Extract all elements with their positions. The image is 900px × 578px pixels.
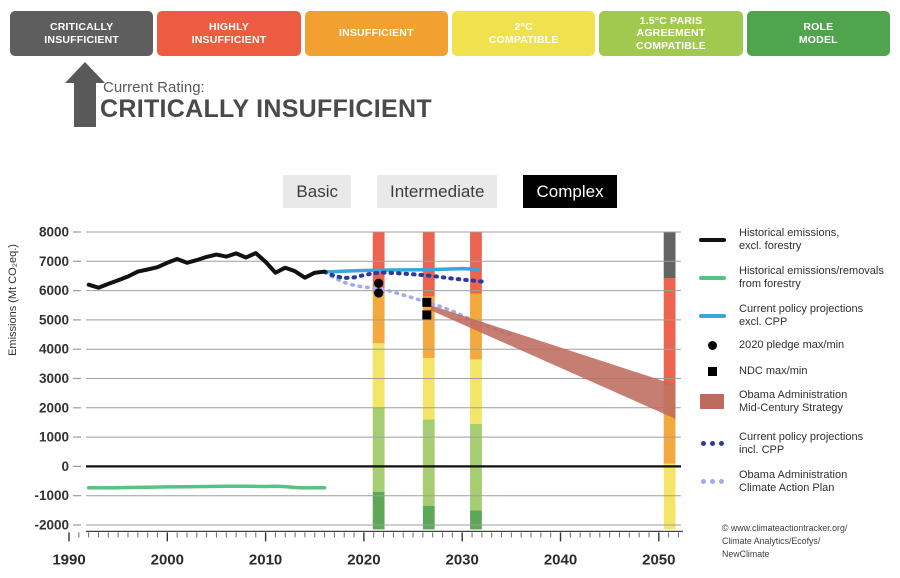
band-segment-gray xyxy=(663,232,676,279)
legend-item: Historical emissions, excl. forestry xyxy=(697,227,839,253)
y-tick-label-4000: 4000 xyxy=(39,342,69,357)
x-tick-label-2030: 2030 xyxy=(446,551,479,568)
marker-2020-pledge xyxy=(374,278,384,288)
band-segment-red xyxy=(422,232,435,297)
x-tick-label-1990: 1990 xyxy=(52,551,85,568)
rating-box-insufficient: INSUFFICIENT xyxy=(304,11,448,56)
line-swatch xyxy=(697,237,727,242)
rating-box-role-model: ROLE MODEL xyxy=(746,11,890,56)
x-tick-label-2020: 2020 xyxy=(347,551,380,568)
legend-label: Obama Administration Mid-Century Strateg… xyxy=(739,389,848,414)
x-tick-label-2000: 2000 xyxy=(151,551,184,568)
current-rating-label: Current Rating: xyxy=(103,79,205,96)
current-rating-value: CRITICALLY INSUFFICIENT xyxy=(100,95,432,123)
x-tick-label-2010: 2010 xyxy=(249,551,282,568)
rating-band-bar-2031 xyxy=(470,232,482,530)
band-segment-lightgreen xyxy=(372,407,385,492)
band-segment-yellow xyxy=(372,343,385,408)
marker-ndc xyxy=(422,310,432,320)
tab-basic[interactable]: Basic xyxy=(283,175,351,208)
band-segment-yellow xyxy=(663,463,676,530)
y-tick-label-2000: 2000 xyxy=(39,400,69,415)
y-tick-label-8000: 8000 xyxy=(39,225,69,240)
band-segment-red xyxy=(470,232,482,294)
legend-item: 2020 pledge max/min xyxy=(697,339,844,352)
circle-swatch xyxy=(697,340,727,350)
rect-swatch xyxy=(697,394,727,410)
series-historical-forestry xyxy=(86,484,327,490)
marker-2020-pledge xyxy=(374,288,384,298)
marker-ndc xyxy=(422,297,432,307)
rating-box-highly-insufficient: HIGHLY INSUFFICIENT xyxy=(157,11,301,56)
y-tick-label--1000: -1000 xyxy=(34,488,69,503)
legend-label: Current policy projections excl. CPP xyxy=(739,303,864,328)
rating-band-bar-2027 xyxy=(422,232,435,530)
line-swatch xyxy=(697,313,727,318)
legend-label: Current policy projections incl. CPP xyxy=(739,431,864,456)
arrow-up-shaft xyxy=(74,82,96,127)
square-swatch xyxy=(697,366,727,376)
band-segment-red xyxy=(372,232,385,294)
band-segment-orange xyxy=(663,385,676,464)
legend-item: Obama Administration Mid-Century Strateg… xyxy=(697,389,847,415)
rating-box-1-5c-paris-compatible: 1.5°C PARIS AGREEMENT COMPATIBLE xyxy=(599,11,743,56)
band-segment-yellow xyxy=(422,357,435,420)
band-segment-orange xyxy=(422,296,435,358)
series-current-policy-excl-cpp xyxy=(322,266,480,274)
y-tick-label-7000: 7000 xyxy=(39,254,69,269)
legend-label: NDC max/min xyxy=(739,365,808,377)
y-axis-title: Emissions (Mt CO₂eq.) xyxy=(7,244,19,356)
band-segment-orange xyxy=(372,293,385,344)
band-segment-yellow xyxy=(470,359,482,424)
copyright-text: © www.climateactiontracker.org/ Climate … xyxy=(722,523,848,559)
band-segment-red xyxy=(663,278,676,386)
series-historical-excl-forestry xyxy=(86,251,327,290)
chart-complexity-tabs: Basic Intermediate Complex xyxy=(0,175,900,208)
line-swatch xyxy=(697,275,727,280)
y-tick-label-5000: 5000 xyxy=(39,312,69,327)
legend-item: Current policy projections incl. CPP xyxy=(697,431,863,457)
rating-box-critically-insufficient: CRITICALLY INSUFFICIENT xyxy=(10,11,154,56)
series-current-policy-incl-cpp xyxy=(322,269,484,284)
rating-scale: CRITICALLY INSUFFICIENT HIGHLY INSUFFICI… xyxy=(10,11,890,56)
rating-band-bar-2051 xyxy=(663,232,676,530)
legend-item: NDC max/min xyxy=(697,365,807,378)
arrow-up-icon xyxy=(65,62,105,83)
legend-label: Historical emissions, excl. forestry xyxy=(739,227,840,252)
rating-box-2c-compatible: 2°C COMPATIBLE xyxy=(451,11,596,56)
legend-label: 2020 pledge max/min xyxy=(739,339,845,351)
x-tick-label-2050: 2050 xyxy=(642,551,675,568)
tab-intermediate[interactable]: Intermediate xyxy=(376,175,498,208)
band-segment-lightgreen xyxy=(422,419,435,506)
legend-item: Historical emissions/removals from fores… xyxy=(697,265,884,291)
obama-mid-century-wedge xyxy=(430,305,676,419)
y-tick-label-0: 0 xyxy=(61,459,69,474)
x-tick-label-2040: 2040 xyxy=(544,551,577,568)
dots-swatch xyxy=(697,479,727,485)
tab-complex[interactable]: Complex xyxy=(523,175,617,208)
legend-label: Obama Administration Climate Action Plan xyxy=(739,469,848,494)
y-tick-label-1000: 1000 xyxy=(39,430,69,445)
legend-item: Obama Administration Climate Action Plan xyxy=(697,469,847,495)
band-segment-darkgreen xyxy=(372,491,385,530)
dots-swatch xyxy=(697,441,727,447)
legend-label: Historical emissions/removals from fores… xyxy=(739,265,884,290)
emissions-chart: 8000 7000 6000 5000 4000 3000 2000 1000 0 -1000 -2… xyxy=(7,225,683,568)
y-tick-label--2000: -2000 xyxy=(34,518,69,533)
y-tick-label-3000: 3000 xyxy=(39,371,69,386)
rating-band-bar-2022 xyxy=(372,232,385,530)
y-tick-label-6000: 6000 xyxy=(39,283,69,298)
band-segment-darkgreen xyxy=(470,510,482,530)
legend-item: Current policy projections excl. CPP xyxy=(697,303,863,329)
band-segment-darkgreen xyxy=(422,505,435,530)
